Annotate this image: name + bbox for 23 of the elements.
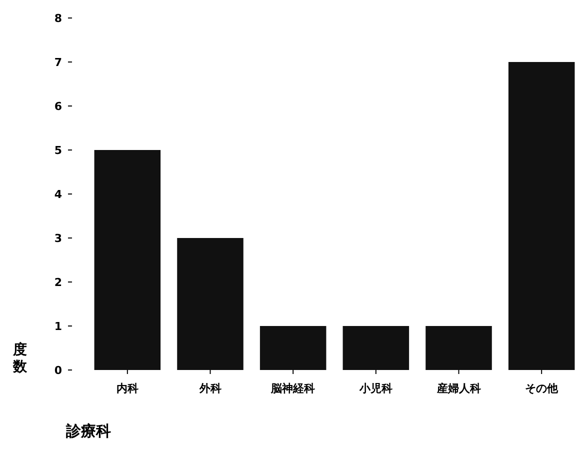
y-tick-label: 2 <box>54 276 62 289</box>
y-tick-label: 7 <box>54 56 62 69</box>
x-tick-label: 脳神経科 <box>270 382 316 395</box>
x-tick-label: その他 <box>525 382 560 395</box>
bar <box>426 326 492 370</box>
bar <box>94 150 161 370</box>
x-tick-label: 外科 <box>198 382 222 395</box>
y-tick-label: 3 <box>54 232 62 245</box>
bar <box>342 326 410 370</box>
y-tick-label: 0 <box>54 364 62 377</box>
bar <box>508 62 575 370</box>
y-tick-label: 8 <box>54 12 62 25</box>
y-axis-title: 度数 <box>12 341 28 375</box>
x-tick-label: 産婦人科 <box>436 382 481 395</box>
y-tick-label: 4 <box>54 188 62 201</box>
y-tick-label: 1 <box>54 320 62 333</box>
bar <box>177 238 244 370</box>
y-tick-label: 6 <box>54 100 62 113</box>
x-tick-label: 内科 <box>116 382 138 395</box>
x-axis-title: 診療科 <box>65 422 111 440</box>
x-tick-label: 小児科 <box>358 382 392 395</box>
y-tick-label: 5 <box>54 144 62 157</box>
bar <box>260 326 326 370</box>
